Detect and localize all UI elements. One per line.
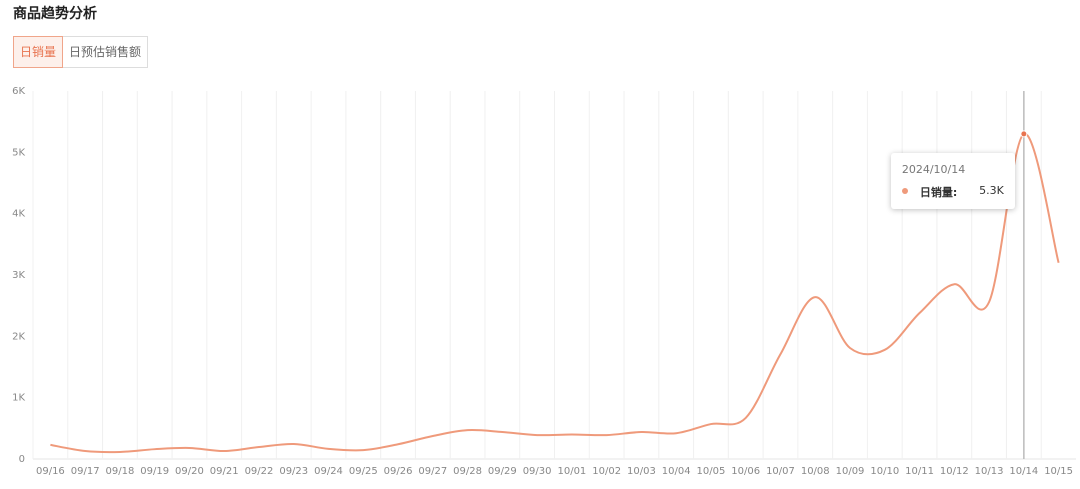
y-tick-label: 0 [19,454,25,465]
x-tick-label: 10/03 [627,466,656,477]
y-tick-label: 3K [12,270,25,281]
x-tick-label: 09/19 [140,466,169,477]
x-tick-label: 09/16 [36,466,65,477]
x-tick-label: 09/23 [279,466,308,477]
tabs: 日销量 日预估销售额 [13,36,149,68]
y-tick-label: 6K [12,86,25,97]
x-tick-label: 09/21 [210,466,239,477]
x-tick-label: 09/30 [523,466,552,477]
tooltip-title: 2024/10/14 [901,163,966,176]
y-tick-label: 2K [12,331,25,342]
x-tick-label: 10/11 [905,466,934,477]
x-tick-label: 10/01 [557,466,586,477]
tab[interactable]: 日预估销售额 [63,36,149,68]
x-tick-label: 09/17 [71,466,100,477]
x-tick-label: 09/22 [245,466,274,477]
y-tick-label: 5K [12,147,25,158]
x-tick-label: 10/08 [801,466,830,477]
tooltip-dot [901,188,908,194]
x-tick-label: 10/10 [870,466,899,477]
x-tick-label: 09/18 [106,466,135,477]
x-tick-label: 09/26 [384,466,413,477]
y-tick-label: 4K [12,209,25,220]
x-tick-label: 10/14 [1009,466,1038,477]
tab[interactable]: 日销量 [13,36,64,68]
x-tick-label: 09/27 [418,466,447,477]
x-tick-label: 10/06 [731,466,760,477]
x-tick-label: 10/09 [836,466,865,477]
x-tick-label: 10/12 [940,466,969,477]
tooltip-label: 日销量: [919,186,958,199]
x-tick-label: 09/29 [488,466,517,477]
x-tick-label: 09/25 [349,466,378,477]
x-tick-label: 10/04 [662,466,691,477]
tooltip: 2024/10/14 日销量: 5.3K [890,153,1015,209]
x-tick-label: 09/24 [314,466,343,477]
x-tick-label: 10/13 [975,466,1004,477]
hover-point [1020,130,1028,138]
x-tick-label: 10/05 [697,466,726,477]
x-tick-label: 10/07 [766,466,795,477]
x-tick-label: 09/20 [175,466,204,477]
tooltip-value: 5.3K [979,184,1004,197]
x-tick-label: 10/15 [1044,466,1073,477]
x-tick-label: 09/28 [453,466,482,477]
line [50,132,1060,454]
x-tick-label: 10/02 [592,466,621,477]
y-tick-label: 1K [12,393,25,404]
page-title: 商品趋势分析 [13,6,97,22]
